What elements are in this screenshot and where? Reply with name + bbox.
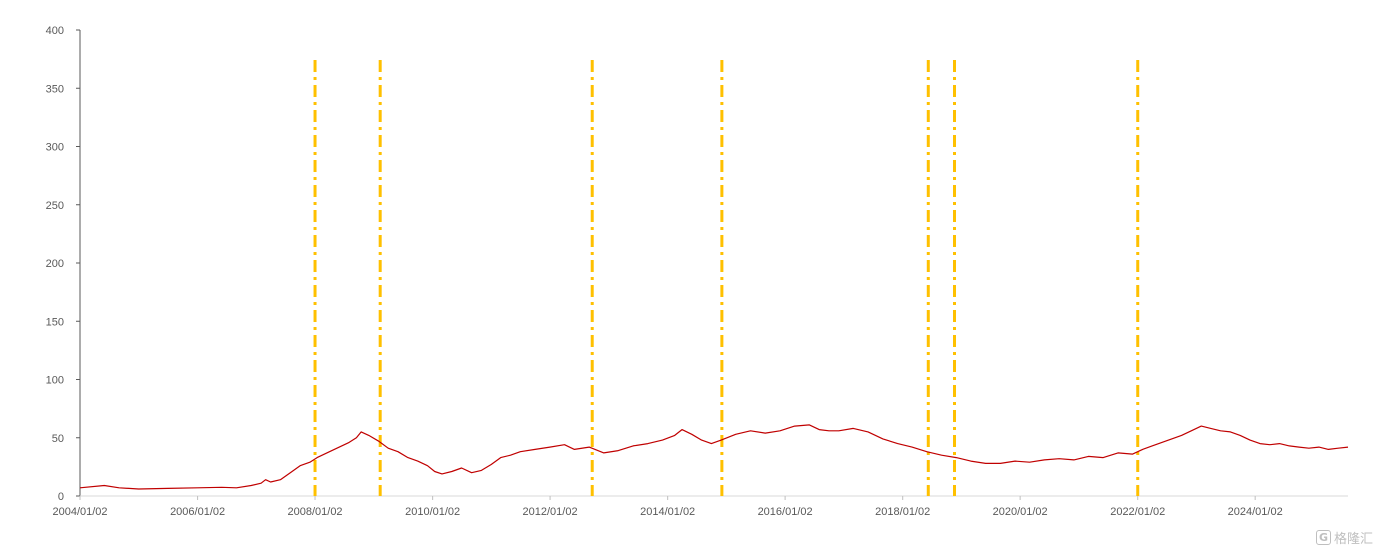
event-markers <box>313 60 1140 496</box>
series-line <box>79 424 1349 490</box>
y-tick-label: 250 <box>46 200 64 212</box>
y-tick-label: 150 <box>46 316 64 328</box>
x-tick-label: 2004/01/02 <box>52 506 107 518</box>
y-tick-label: 400 <box>46 25 64 37</box>
y-tick-label: 200 <box>46 258 64 270</box>
y-tick-label: 0 <box>58 491 64 503</box>
x-tick-label: 2024/01/02 <box>1228 506 1283 518</box>
y-tick-label: 50 <box>52 433 64 445</box>
watermark: G 格隆汇 <box>1315 528 1373 547</box>
y-tick-label: 100 <box>46 375 64 387</box>
axes: 0 50 100 150 200 250 300 350 400 2004/01/02 2006/0… <box>46 25 1348 518</box>
x-tick-label: 2010/01/02 <box>405 506 460 518</box>
x-tick-label: 2008/01/02 <box>288 506 343 518</box>
watermark-logo-icon: G <box>1315 530 1331 545</box>
x-tick-label: 2020/01/02 <box>993 506 1048 518</box>
y-tick-label: 350 <box>46 83 64 95</box>
x-tick-label: 2018/01/02 <box>875 506 930 518</box>
x-tick-label: 2012/01/02 <box>523 506 578 518</box>
x-tick-label: 2014/01/02 <box>640 506 695 518</box>
x-tick-label: 2022/01/02 <box>1110 506 1165 518</box>
x-tick-label: 2006/01/02 <box>170 506 225 518</box>
watermark-text: 格隆汇 <box>1333 532 1373 547</box>
x-tick-label: 2016/01/02 <box>758 506 813 518</box>
series-group <box>79 424 1349 490</box>
y-tick-label: 300 <box>46 142 64 154</box>
